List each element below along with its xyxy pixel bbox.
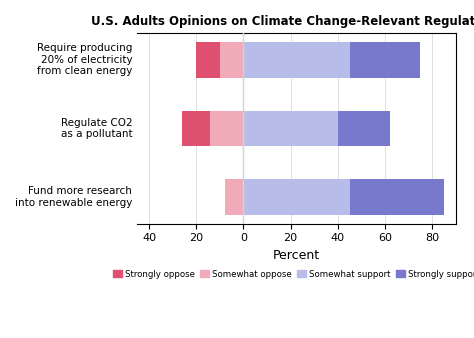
Bar — [225, 179, 244, 215]
Bar — [196, 42, 244, 78]
Bar — [338, 111, 390, 146]
Legend: Strongly oppose, Somewhat oppose, Somewhat support, Strongly support: Strongly oppose, Somewhat oppose, Somewh… — [110, 266, 474, 282]
Bar — [244, 42, 350, 78]
Bar — [244, 111, 338, 146]
Bar — [182, 111, 244, 146]
Title: U.S. Adults Opinions on Climate Change-Relevant Regulations: U.S. Adults Opinions on Climate Change-R… — [91, 15, 474, 28]
Bar — [244, 179, 350, 215]
Bar — [220, 42, 244, 78]
Bar — [210, 111, 244, 146]
Bar — [350, 42, 420, 78]
X-axis label: Percent: Percent — [273, 249, 320, 262]
Bar — [227, 179, 244, 215]
Bar — [350, 179, 444, 215]
